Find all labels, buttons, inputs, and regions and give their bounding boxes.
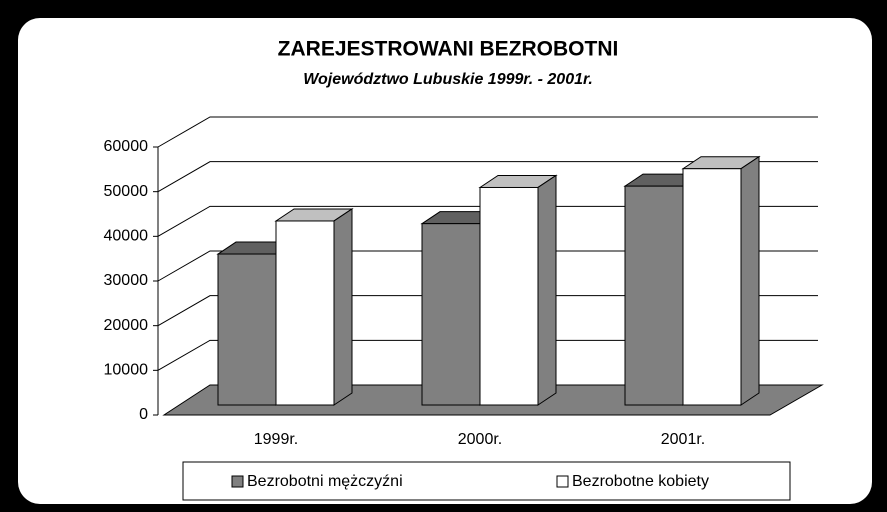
bar-side: [537, 174, 557, 406]
y-tick-label: 30000: [104, 272, 149, 289]
bar: [479, 186, 539, 406]
y-tick-label: 50000: [104, 183, 149, 200]
grid-line: [157, 161, 818, 193]
bar: [217, 253, 277, 406]
bar: [421, 223, 481, 406]
bar: [275, 220, 335, 406]
chart-title: ZAREJESTROWANI BEZROBOTNI: [278, 38, 619, 61]
grid-line: [157, 295, 818, 327]
legend-label: Bezrobotne kobiety: [572, 473, 709, 490]
bar-side: [740, 155, 760, 406]
x-tick-label: 2001r.: [661, 431, 705, 448]
legend-swatch: [556, 475, 569, 488]
grid-line: [157, 205, 818, 237]
x-tick-label: 2000r.: [458, 431, 502, 448]
chart-subtitle: Województwo Lubuskie 1999r. - 2001r.: [303, 71, 593, 88]
legend-swatch: [231, 475, 244, 488]
grid-line: [157, 339, 818, 371]
legend: [182, 461, 791, 501]
bar-side: [333, 208, 353, 406]
y-tick-label: 20000: [104, 317, 149, 334]
y-tick-label: 40000: [104, 228, 149, 245]
y-tick-label: 0: [139, 406, 148, 423]
y-tick-label: 60000: [104, 138, 149, 155]
legend-label: Bezrobotni mężczyźni: [247, 473, 403, 490]
x-tick-label: 1999r.: [254, 431, 298, 448]
y-tick-label: 10000: [104, 362, 149, 379]
bar: [682, 168, 742, 406]
grid-line: [157, 250, 818, 282]
grid-line: [157, 116, 818, 148]
bar: [624, 185, 684, 406]
